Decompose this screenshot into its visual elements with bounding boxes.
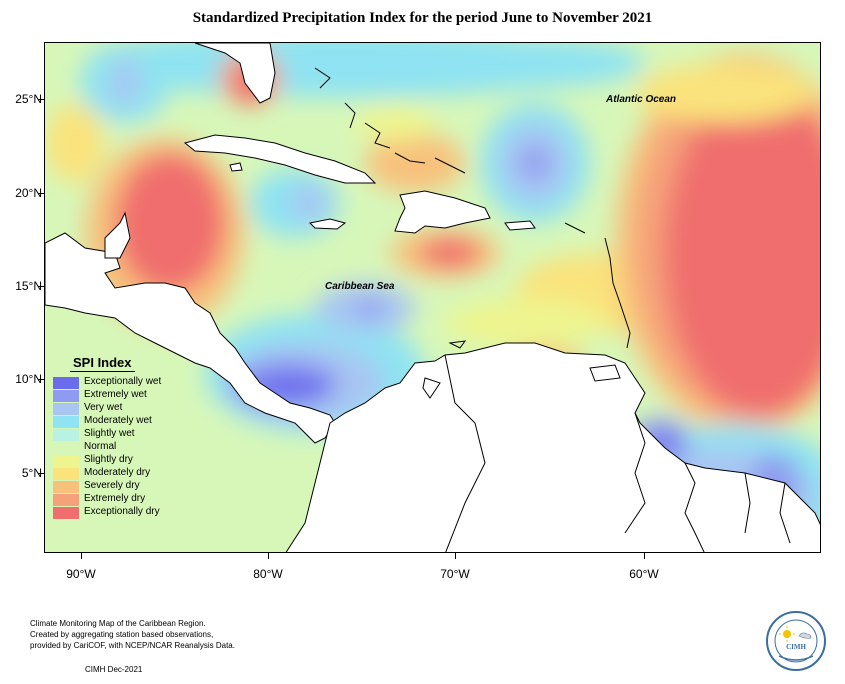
map-title: Standardized Precipitation Index for the… (192, 10, 653, 26)
spi-map (44, 42, 821, 553)
logo-text: CIMH (786, 643, 806, 651)
lon-tick (268, 553, 269, 559)
lon-tick (81, 553, 82, 559)
legend-label: Normal (84, 441, 117, 452)
lat-tick (38, 99, 44, 100)
lon-label-80w: 80°W (253, 567, 283, 581)
map-date: CIMH Dec-2021 (85, 665, 143, 674)
lon-label-90w: 90°W (66, 567, 96, 581)
lat-tick (38, 286, 44, 287)
legend-swatch (53, 455, 79, 467)
legend-underline (70, 371, 135, 372)
legend-swatch (53, 481, 79, 493)
lon-label-70w: 70°W (440, 567, 470, 581)
spi-map-canvas (45, 43, 820, 552)
legend-swatch (53, 377, 79, 389)
caption-line-1: Climate Monitoring Map of the Caribbean … (30, 619, 206, 628)
lat-label-10n: 10°N (15, 372, 42, 386)
map-caption: Climate Monitoring Map of the Caribbean … (30, 618, 235, 651)
land-masses (45, 43, 820, 552)
legend-swatch (53, 416, 79, 428)
legend-label: Slightly wet (84, 428, 135, 439)
lat-label-20n: 20°N (15, 186, 42, 200)
lat-label-5n: 5°N (21, 466, 42, 480)
atlantic-ocean-label: Atlantic Ocean (606, 94, 677, 105)
lat-label-25n: 25°N (15, 92, 42, 106)
country-borders (444, 354, 791, 552)
lat-tick (38, 193, 44, 194)
cimh-logo-icon: CIMH (766, 611, 826, 671)
legend-label: Moderately dry (84, 467, 151, 478)
lat-label-15n: 15°N (15, 279, 42, 293)
legend-title: SPI Index (73, 355, 132, 370)
legend-label: Severely dry (84, 480, 140, 491)
legend-label: Slightly dry (84, 454, 133, 465)
island-outlines (314, 67, 631, 399)
legend-swatch (53, 390, 79, 402)
legend-swatch (53, 468, 79, 480)
legend-swatch (53, 442, 79, 454)
legend-swatch (53, 507, 79, 519)
caribbean-sea-label: Caribbean Sea (325, 281, 395, 292)
legend-swatch (53, 429, 79, 441)
caption-line-2: Created by aggregating station based obs… (30, 630, 214, 639)
legend-label: Extremely dry (84, 493, 146, 504)
lon-label-60w: 60°W (629, 567, 659, 581)
legend-label: Exceptionally dry (84, 506, 160, 517)
lon-tick (455, 553, 456, 559)
spi-field (45, 43, 820, 552)
caption-line-3: provided by CariCOF, with NCEP/NCAR Rean… (30, 641, 235, 650)
legend-label: Exceptionally wet (84, 376, 162, 387)
legend-label: Moderately wet (84, 415, 152, 426)
legend-label: Very wet (84, 402, 123, 413)
lat-tick (38, 473, 44, 474)
legend-swatch (53, 494, 79, 506)
lat-tick (38, 379, 44, 380)
legend-label: Extremely wet (84, 389, 147, 400)
legend-swatch (53, 403, 79, 415)
lon-tick (644, 553, 645, 559)
